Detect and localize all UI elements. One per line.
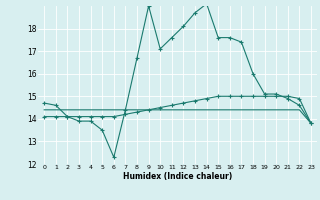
- X-axis label: Humidex (Indice chaleur): Humidex (Indice chaleur): [123, 172, 232, 181]
